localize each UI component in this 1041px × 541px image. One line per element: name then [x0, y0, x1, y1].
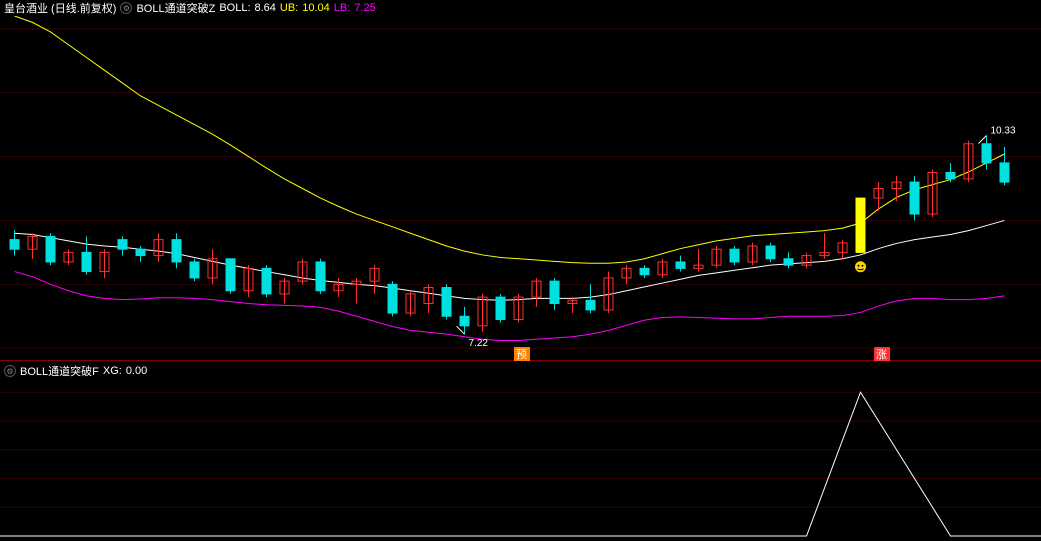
chart-container: 皇台酒业 (日线.前复权) ⚙ BOLL通道突破Z BOLL: 8.64 UB:…	[0, 0, 1041, 541]
xg-label: XG:	[103, 365, 122, 377]
panel2-header: ⚙ BOLL通道突破F XG: 0.00	[0, 363, 1041, 379]
indicator-name: BOLL通道突破Z	[136, 0, 215, 16]
xg-value: 0.00	[126, 365, 147, 377]
svg-text:涨: 涨	[876, 348, 887, 361]
gear-icon[interactable]: ⚙	[4, 365, 16, 377]
lb-value: 7.25	[354, 2, 375, 14]
panel1-header: 皇台酒业 (日线.前复权) ⚙ BOLL通道突破Z BOLL: 8.64 UB:…	[0, 0, 1041, 16]
ub-label: UB:	[280, 2, 298, 14]
svg-text:7.22: 7.22	[469, 338, 489, 349]
main-chart-panel[interactable]: 7.22 10.33 预 涨	[0, 16, 1041, 361]
boll-value: 8.64	[255, 2, 276, 14]
svg-text:预: 预	[516, 348, 527, 361]
indicator-panel[interactable]	[0, 380, 1041, 541]
svg-text:10.33: 10.33	[991, 125, 1016, 136]
stock-title: 皇台酒业 (日线.前复权)	[4, 0, 116, 16]
boll-label: BOLL:	[219, 2, 250, 14]
candlestick-chart: 7.22 10.33 预 涨	[0, 16, 1041, 361]
gear-icon[interactable]: ⚙	[120, 2, 132, 14]
lb-label: LB:	[334, 2, 351, 14]
ub-value: 10.04	[302, 2, 330, 14]
indicator-chart	[0, 380, 1041, 541]
indicator2-name: BOLL通道突破F	[20, 363, 99, 379]
